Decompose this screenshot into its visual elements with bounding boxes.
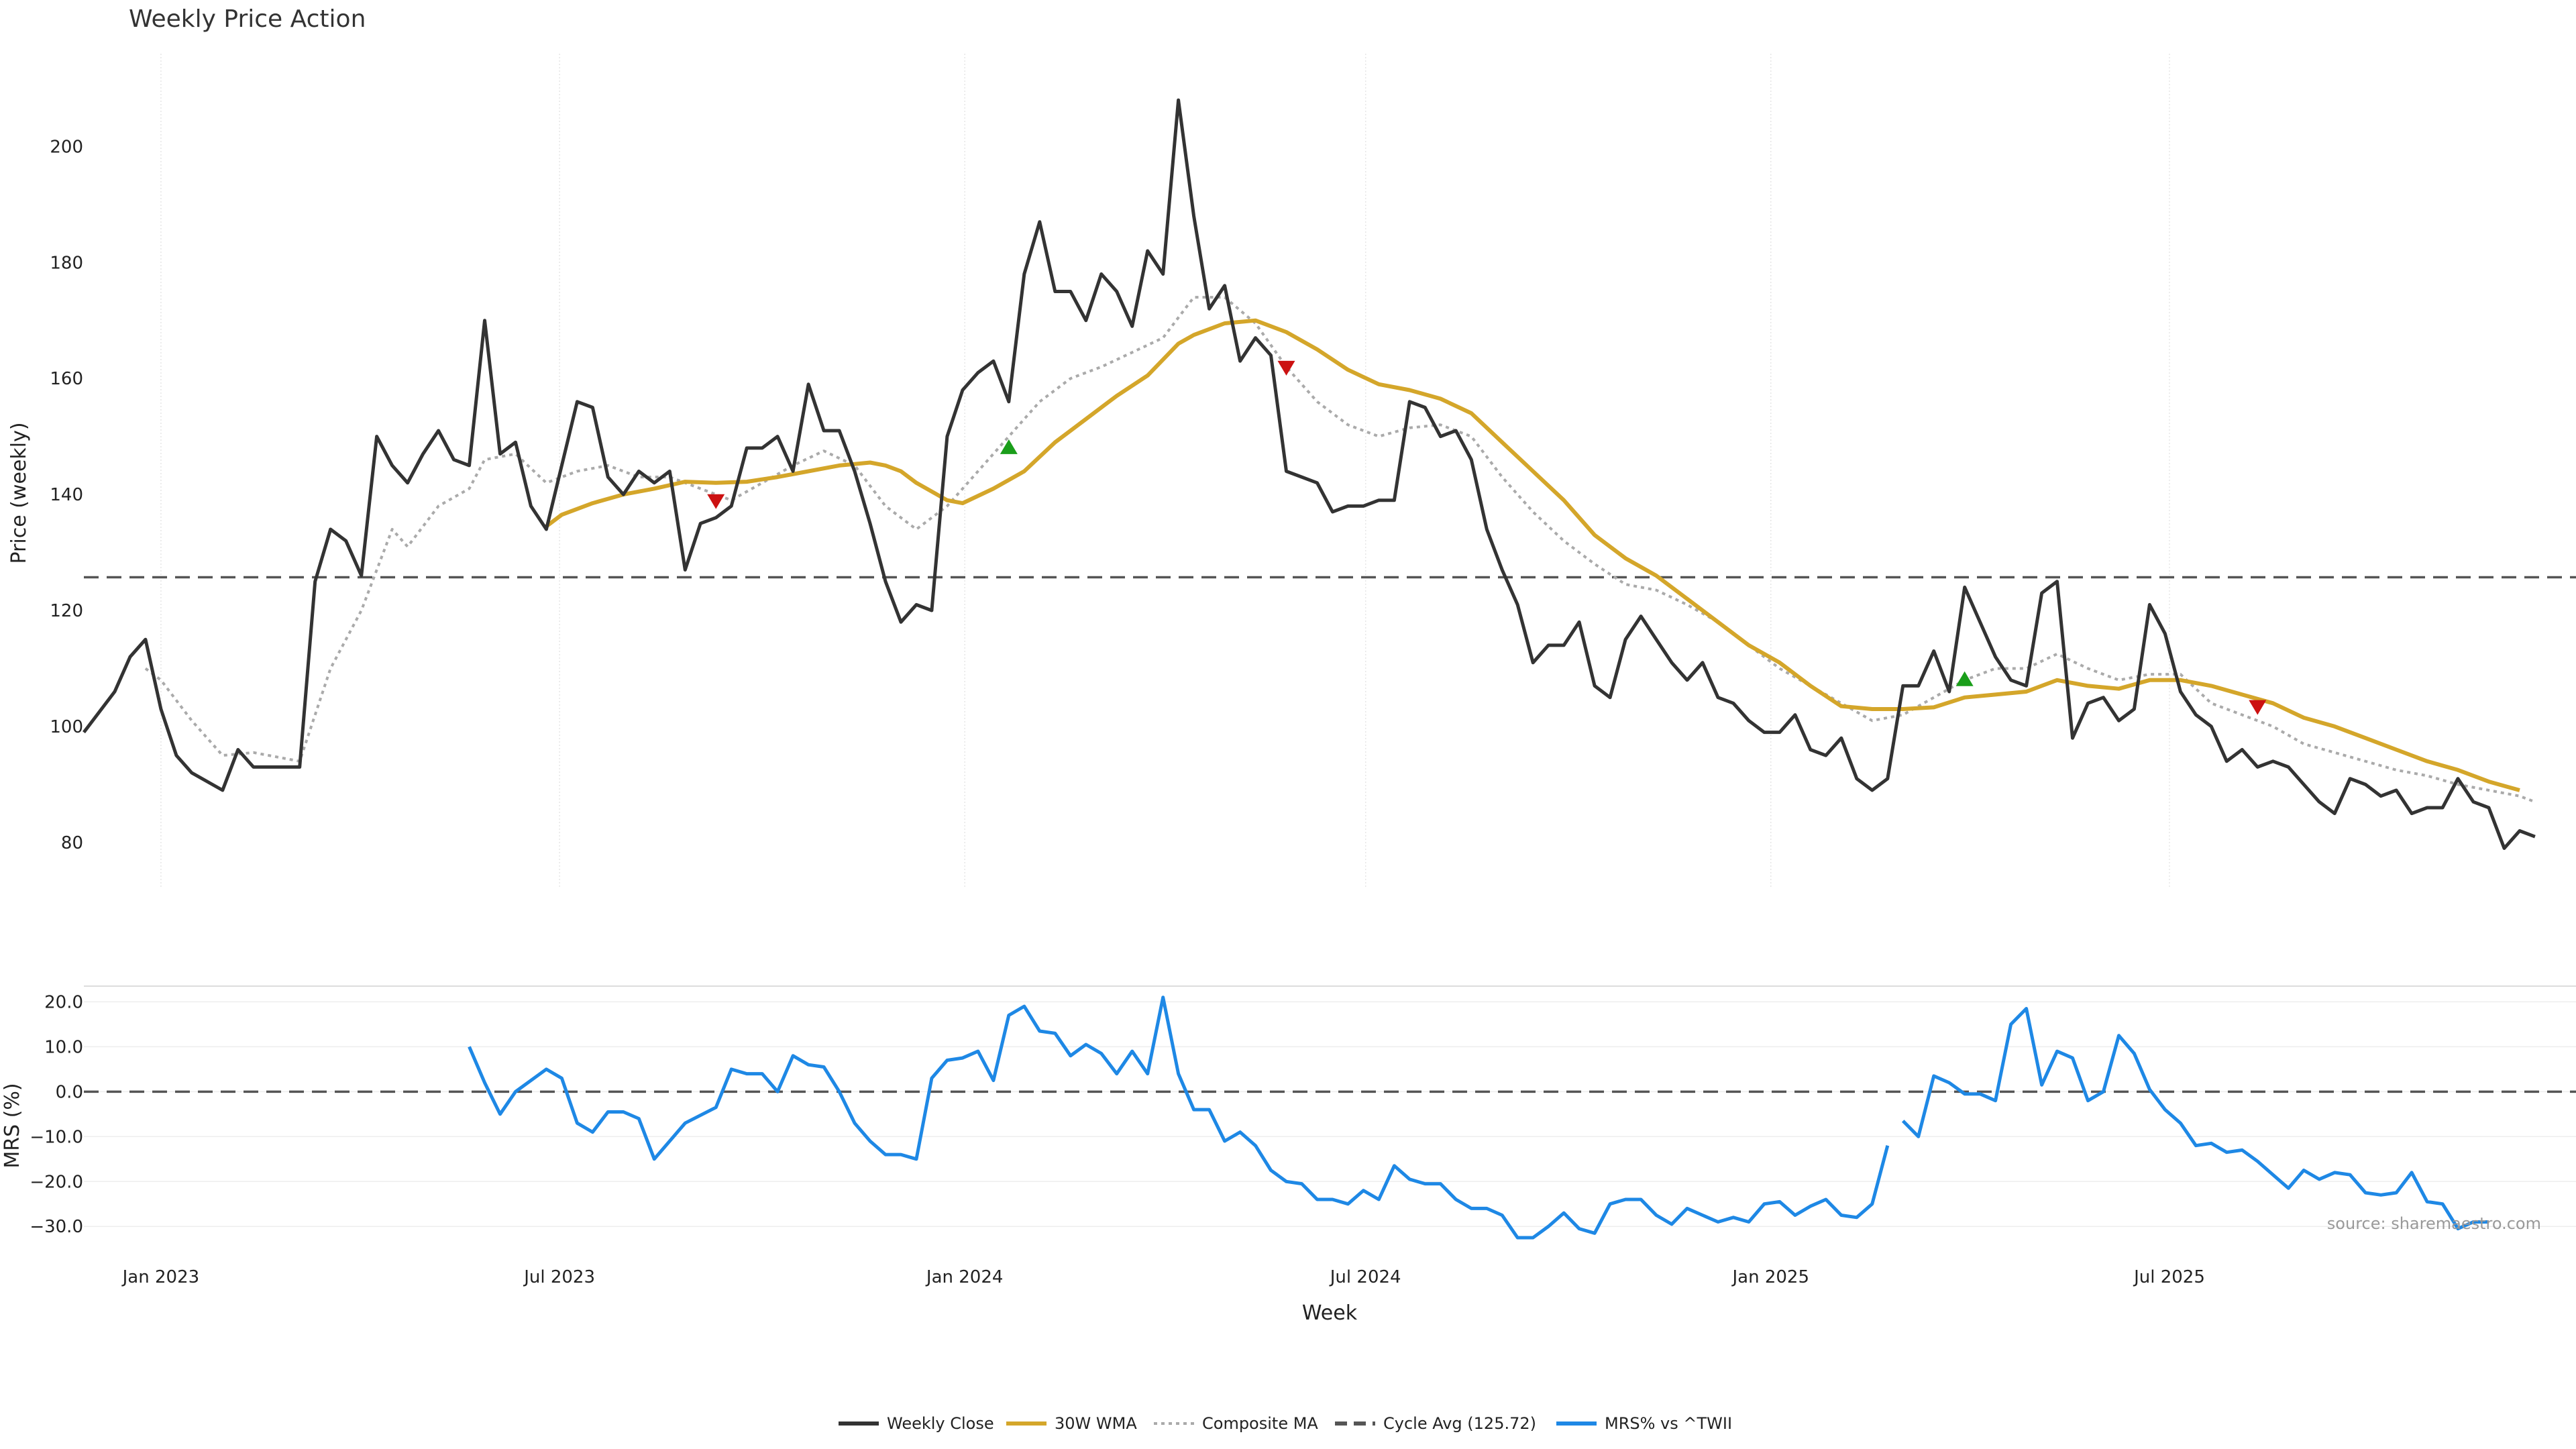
price-y-tick-label: 80	[61, 833, 83, 853]
mrs-series	[468, 996, 2489, 1240]
price-panel: 80 100 120 140 160 180 200 Price (weekly)	[7, 54, 2576, 889]
mrs-y-tick-label: 10.0	[44, 1037, 83, 1057]
mrs-line-segment	[468, 996, 1890, 1240]
buy-signal-marker	[1955, 671, 1974, 686]
x-axis-label: Week	[1302, 1301, 1358, 1325]
legend-item: MRS% vs ^TWII	[1556, 1414, 1732, 1433]
mrs-panel: 20.0 10.0 0.0 −10.0 −20.0 −30.0 MRS (%) sourc…	[1, 985, 2576, 1240]
mrs-y-tick-label: 20.0	[44, 992, 83, 1012]
wma-30w-line	[545, 318, 2520, 792]
legend-label: 30W WMA	[1055, 1414, 1137, 1433]
legend-label: Weekly Close	[887, 1414, 994, 1433]
x-tick-label: Jul 2024	[1329, 1267, 1401, 1287]
legend-label: Composite MA	[1202, 1414, 1318, 1433]
price-series	[83, 98, 2576, 850]
mrs-y-axis-label: MRS (%)	[1, 1083, 24, 1168]
mrs-y-tick-label: −10.0	[30, 1127, 83, 1147]
price-y-tick-label: 180	[50, 253, 83, 273]
legend-item: Composite MA	[1154, 1414, 1318, 1433]
x-tick-label: Jul 2025	[2133, 1267, 2205, 1287]
x-tick-label: Jan 2024	[925, 1267, 1004, 1287]
mrs-y-tick-label: 0.0	[56, 1082, 83, 1102]
x-tick-label: Jan 2023	[121, 1267, 200, 1287]
legend-label: Cycle Avg (125.72)	[1383, 1414, 1536, 1433]
price-y-tick-label: 200	[50, 137, 83, 157]
x-axis-ticks: Jan 2023 Jul 2023 Jan 2024 Jul 2024 Jan 2025…	[121, 1267, 2205, 1287]
weekly-close-line	[83, 98, 2536, 850]
mrs-y-ticks: 20.0 10.0 0.0 −10.0 −20.0 −30.0	[30, 992, 83, 1237]
mrs-y-tick-label: −30.0	[30, 1217, 83, 1237]
sell-signal-marker	[2249, 700, 2267, 715]
legend-item: Weekly Close	[839, 1414, 994, 1433]
sell-signal-marker	[1277, 360, 1295, 376]
source-note: source: sharemaestro.com	[2327, 1214, 2541, 1233]
signal-markers	[707, 360, 2267, 715]
composite-ma-line	[144, 296, 2536, 804]
x-tick-label: Jan 2025	[1731, 1267, 1809, 1287]
x-tick-label: Jul 2023	[523, 1267, 595, 1287]
mrs-grid	[84, 985, 2576, 1227]
price-y-ticks: 80 100 120 140 160 180 200	[50, 137, 83, 853]
chart-title: Weekly Price Action	[129, 5, 366, 33]
price-y-tick-label: 120	[50, 601, 83, 621]
price-y-axis-label: Price (weekly)	[7, 422, 31, 564]
legend: Weekly Close 30W WMA Composite MA Cycle Avg…	[839, 1414, 1732, 1433]
buy-signal-marker	[1000, 439, 1018, 454]
mrs-line-segment	[1901, 1007, 2489, 1231]
legend-label: MRS% vs ^TWII	[1605, 1414, 1732, 1433]
price-y-tick-label: 140	[50, 485, 83, 505]
sell-signal-marker	[707, 494, 725, 509]
price-y-tick-label: 100	[50, 717, 83, 737]
legend-item: 30W WMA	[1006, 1414, 1137, 1433]
legend-item: Cycle Avg (125.72)	[1335, 1414, 1536, 1433]
mrs-y-tick-label: −20.0	[30, 1172, 83, 1192]
price-grid	[160, 54, 2170, 889]
price-y-tick-label: 160	[50, 369, 83, 389]
